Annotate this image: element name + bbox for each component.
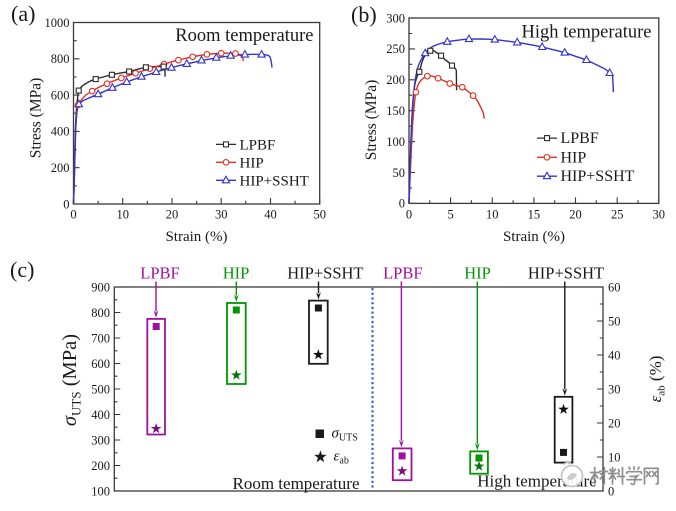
svg-text:600: 600 (51, 88, 70, 102)
svg-text:15: 15 (528, 208, 541, 222)
svg-text:LPBF: LPBF (240, 137, 276, 153)
svg-text:HIP: HIP (464, 264, 491, 283)
svg-text:HIP: HIP (561, 149, 587, 166)
svg-text:(b): (b) (351, 2, 377, 27)
svg-text:20: 20 (608, 416, 621, 430)
svg-text:0: 0 (406, 208, 412, 222)
svg-text:60: 60 (608, 280, 621, 294)
svg-text:(a): (a) (11, 1, 35, 26)
svg-text:10: 10 (608, 450, 621, 464)
svg-text:200: 200 (51, 161, 70, 175)
svg-text:LPBF: LPBF (561, 130, 599, 147)
svg-text:200: 200 (91, 459, 110, 473)
svg-text:εab (%): εab (%) (646, 356, 668, 403)
svg-text:400: 400 (91, 408, 110, 422)
svg-text:100: 100 (386, 135, 405, 149)
svg-text:Strain (%): Strain (%) (503, 229, 565, 245)
svg-text:0: 0 (63, 197, 69, 211)
svg-text:σUTS: σUTS (332, 426, 358, 444)
svg-text:20: 20 (569, 208, 582, 222)
svg-text:Stress (MPa): Stress (MPa) (28, 78, 45, 159)
svg-text:LPBF: LPBF (140, 264, 179, 283)
svg-text:10: 10 (116, 208, 129, 222)
svg-text:50: 50 (313, 208, 326, 222)
svg-text:40: 40 (608, 348, 621, 362)
svg-text:25: 25 (611, 208, 624, 222)
svg-text:1000: 1000 (45, 16, 70, 30)
svg-text:HIP: HIP (223, 264, 250, 283)
svg-text:800: 800 (91, 306, 110, 320)
svg-text:600: 600 (91, 357, 110, 371)
svg-text:400: 400 (51, 125, 70, 139)
svg-text:500: 500 (91, 382, 110, 396)
svg-text:HIP: HIP (240, 155, 264, 171)
svg-text:εab: εab (334, 449, 349, 467)
svg-text:10: 10 (486, 208, 499, 222)
svg-text:0: 0 (608, 484, 614, 498)
svg-text:0: 0 (70, 208, 76, 222)
svg-text:Room temperature: Room temperature (175, 26, 313, 46)
svg-text:250: 250 (386, 42, 405, 56)
svg-text:5: 5 (447, 208, 453, 222)
svg-text:100: 100 (91, 484, 110, 498)
svg-text:30: 30 (608, 382, 621, 396)
svg-text:σUTS (MPa): σUTS (MPa) (59, 334, 84, 426)
svg-text:30: 30 (653, 208, 666, 222)
svg-text:(c): (c) (10, 257, 34, 282)
svg-text:900: 900 (91, 280, 110, 294)
svg-text:700: 700 (91, 331, 110, 345)
svg-text:High temperature: High temperature (522, 23, 652, 43)
svg-text:50: 50 (608, 314, 621, 328)
svg-text:HIP+SSHT: HIP+SSHT (528, 264, 604, 283)
svg-text:200: 200 (386, 73, 405, 87)
svg-text:Strain (%): Strain (%) (165, 229, 227, 245)
svg-text:40: 40 (264, 208, 277, 222)
svg-text:LPBF: LPBF (383, 264, 422, 283)
svg-text:HIP+SSHT: HIP+SSHT (561, 168, 635, 185)
svg-text:0: 0 (399, 197, 405, 211)
svg-text:20: 20 (166, 208, 179, 222)
svg-text:Stress (MPa): Stress (MPa) (363, 80, 380, 161)
svg-text:HIP+SSHT: HIP+SSHT (287, 264, 363, 283)
svg-text:800: 800 (51, 52, 70, 66)
svg-text:30: 30 (215, 208, 228, 222)
svg-text:150: 150 (386, 104, 405, 118)
svg-text:HIP+SSHT: HIP+SSHT (240, 173, 309, 189)
svg-text:300: 300 (91, 433, 110, 447)
svg-text:Room temperature: Room temperature (233, 474, 360, 493)
svg-text:300: 300 (386, 11, 405, 25)
svg-text:50: 50 (393, 166, 406, 180)
